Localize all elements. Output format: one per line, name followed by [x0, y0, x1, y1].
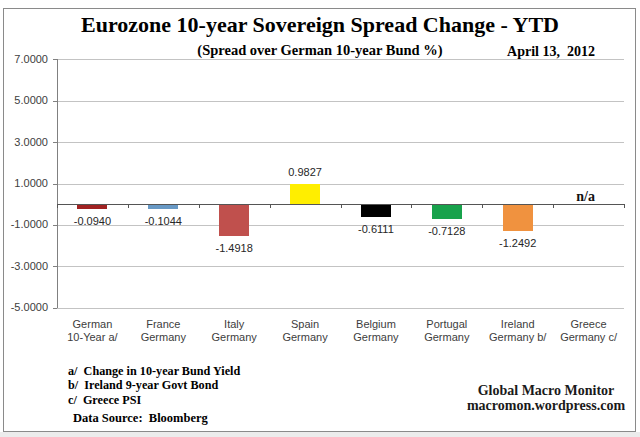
gridline — [57, 184, 624, 185]
x-axis-tick — [624, 204, 625, 208]
footnote-b: b/ Ireland 9-year Govt Bond — [68, 378, 240, 393]
gridline — [57, 101, 624, 102]
gridline — [57, 59, 624, 60]
chart-date: April 13, 2012 — [507, 44, 595, 60]
y-axis-line — [57, 59, 58, 307]
bottom-strip — [0, 432, 640, 437]
gridline — [57, 308, 624, 309]
bar-value-label: -0.0940 — [57, 215, 127, 228]
bar-ireland — [503, 205, 533, 231]
y-axis-label: -3.0000 — [0, 260, 48, 273]
chart-title: Eurozone 10-year Sovereign Spread Change… — [0, 12, 640, 38]
y-axis-label: 3.0000 — [0, 136, 48, 149]
x-axis-tick — [482, 204, 483, 208]
bar-france — [148, 205, 178, 209]
bar-spain — [290, 184, 320, 204]
y-axis-label: -1.0000 — [0, 218, 48, 231]
footnote-a: a/ Change in 10-year Bund Yield — [68, 364, 240, 379]
x-axis-tick — [199, 204, 200, 208]
gridline — [57, 266, 624, 267]
bar-value-label: -0.7128 — [412, 225, 482, 238]
bar-value-label: -0.6111 — [341, 223, 411, 236]
x-axis-tick — [341, 204, 342, 208]
bar-value-label: -0.1044 — [128, 215, 198, 228]
x-axis-tick — [553, 204, 554, 208]
y-axis-label: 1.0000 — [0, 177, 48, 190]
y-axis-tick — [53, 308, 57, 309]
bar-german — [77, 205, 107, 209]
credit-name: Global Macro Monitor — [451, 383, 640, 399]
y-axis-label: -5.0000 — [0, 301, 48, 314]
x-axis-tick — [57, 204, 58, 208]
page: Eurozone 10-year Sovereign Spread Change… — [0, 0, 640, 437]
bar-value-label: -1.2492 — [483, 237, 553, 250]
bar-value-label: 0.9827 — [270, 166, 340, 179]
credit-block: Global Macro Monitor macromon.wordpress.… — [451, 383, 640, 414]
gridline — [57, 142, 624, 143]
category-label: Greece Germany c/ — [547, 318, 631, 345]
bar-na-label: n/a — [551, 189, 621, 205]
credit-url: macromon.wordpress.com — [451, 398, 640, 414]
bar-italy — [219, 205, 249, 236]
bar-belgium — [361, 205, 391, 218]
y-axis-label: 5.0000 — [0, 94, 48, 107]
y-axis-label: 7.0000 — [0, 53, 48, 66]
x-axis-tick — [128, 204, 129, 208]
bar-value-label: -1.4918 — [199, 242, 269, 255]
x-axis-tick — [270, 204, 271, 208]
x-axis-tick — [411, 204, 412, 208]
bar-portugal — [432, 205, 462, 220]
footnotes: a/ Change in 10-year Bund Yield b/ Irela… — [68, 364, 240, 408]
data-source-note: Data Source: Bloomberg — [73, 411, 208, 426]
footnote-c: c/ Greece PSI — [68, 393, 240, 408]
